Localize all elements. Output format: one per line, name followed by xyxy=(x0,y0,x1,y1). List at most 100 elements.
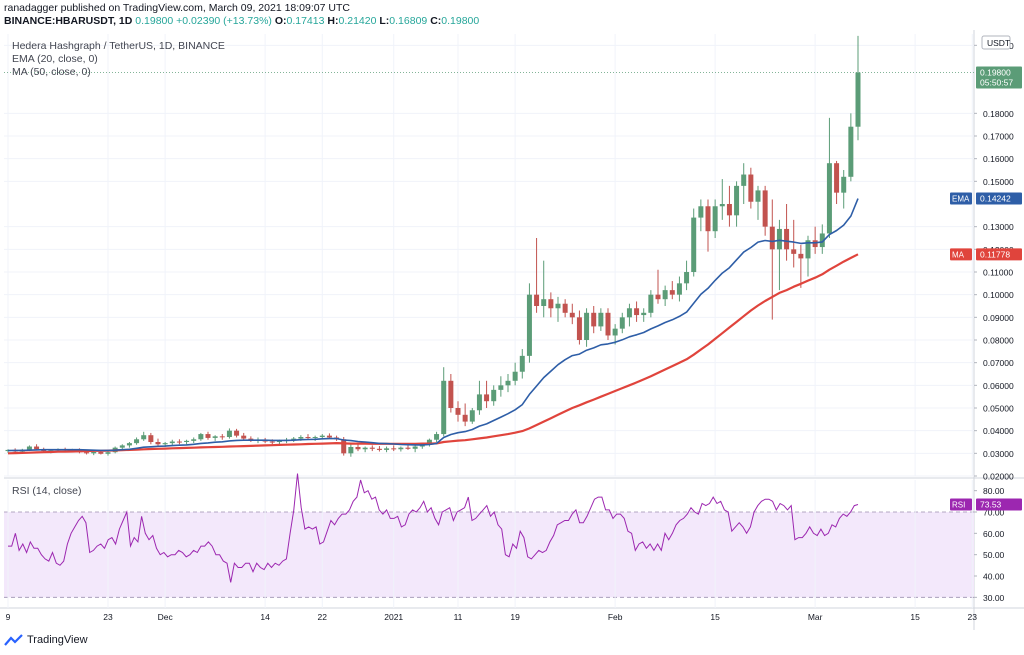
candle-body xyxy=(534,294,540,306)
candle-body xyxy=(462,414,468,422)
candle-body xyxy=(355,446,361,450)
candle-body xyxy=(626,308,632,318)
candle-body xyxy=(805,240,811,259)
candle-body xyxy=(134,439,140,444)
candle-body xyxy=(834,163,840,193)
candle-body xyxy=(269,441,275,443)
candle-body xyxy=(719,204,725,207)
candle-body xyxy=(648,294,654,313)
price-tick-label: 0.15000 xyxy=(983,177,1014,187)
candle-body xyxy=(519,355,525,372)
low-key: L: xyxy=(379,15,390,27)
candle-body xyxy=(84,452,90,454)
open-key: O: xyxy=(274,15,287,27)
close-key: C: xyxy=(430,15,442,27)
rsi-tag-value-bg xyxy=(976,498,1022,511)
candle-body xyxy=(305,437,311,439)
rsi-tag-value: 73.53 xyxy=(980,499,1002,509)
candle-body xyxy=(376,448,382,450)
symbol-label[interactable]: BINANCE:HBARUSDT, 1D xyxy=(4,15,133,27)
candle-body xyxy=(448,380,454,408)
candle-body xyxy=(691,217,697,272)
time-tick-label: 11 xyxy=(454,612,463,622)
candle-body xyxy=(555,303,561,309)
rsi-tick-label: 60.00 xyxy=(983,529,1005,539)
rsi-tick-label: 40.00 xyxy=(983,572,1005,582)
price-tick-label: 0.17000 xyxy=(983,132,1014,142)
price-tick-label: 0.06000 xyxy=(983,381,1014,391)
rsi-tick-label: 80.00 xyxy=(983,486,1005,496)
symbol-ohlc-line: BINANCE:HBARUSDT, 1D 0.19800 +0.02390 (+… xyxy=(4,15,479,27)
candle-body xyxy=(241,435,247,439)
candle-body xyxy=(426,439,432,445)
candle-body xyxy=(605,312,611,336)
candle-body xyxy=(26,446,32,450)
ema-tag-name: EMA xyxy=(952,195,970,204)
legend-ema: EMA (20, close, 0) xyxy=(12,53,98,65)
candle-body xyxy=(205,434,211,438)
candle-body xyxy=(484,394,490,402)
price-chart[interactable]: 0.02000 0.03000 0.04000 0.05000 0.06000 0.070… xyxy=(0,30,1024,630)
candle-body xyxy=(198,434,204,440)
last-price: 0.19800 xyxy=(135,15,174,27)
candle-body xyxy=(762,190,768,227)
candle-body xyxy=(791,249,797,254)
time-tick-label: 15 xyxy=(910,612,920,622)
ema-line xyxy=(7,198,859,452)
time-tick-label: Dec xyxy=(158,612,174,622)
candle-body xyxy=(169,441,175,444)
candle-body xyxy=(498,385,504,390)
ma-tag-name: MA xyxy=(952,250,965,259)
candle-body xyxy=(669,290,675,295)
high-key: H: xyxy=(327,15,339,27)
candle-body xyxy=(526,294,532,356)
candle-body xyxy=(191,439,197,441)
candle-body xyxy=(855,72,861,127)
candle-body xyxy=(619,317,625,329)
time-tick-label: Mar xyxy=(808,612,823,622)
open-value: 0.17413 xyxy=(286,15,325,27)
candle-body xyxy=(91,451,97,454)
candle-body xyxy=(705,206,711,232)
candle-body xyxy=(476,394,482,411)
publish-info: ranadagger published on TradingView.com,… xyxy=(4,2,350,14)
candle-body xyxy=(684,272,690,284)
price-tick-label: 0.11000 xyxy=(983,268,1013,278)
last-price-tag-text: 0.19800 xyxy=(980,68,1011,78)
candle-body xyxy=(176,441,182,443)
candle-body xyxy=(798,253,804,259)
candle-body xyxy=(769,226,775,250)
candle-body xyxy=(491,389,497,402)
candle-body xyxy=(276,440,282,442)
candle-body xyxy=(326,435,332,438)
legend-rsi: RSI (14, close) xyxy=(12,485,82,497)
price-tick-label: 0.04000 xyxy=(983,426,1014,436)
price-tick-label: 0.05000 xyxy=(983,404,1014,414)
candle-body xyxy=(776,228,782,250)
candle-body xyxy=(398,447,404,450)
candle-body xyxy=(812,240,818,248)
candle-body xyxy=(126,443,132,446)
candle-body xyxy=(726,204,732,216)
ma-tag-value: 0.11778 xyxy=(980,249,1010,259)
tradingview-icon xyxy=(4,634,23,646)
candle-body xyxy=(434,434,440,440)
candle-body xyxy=(248,438,254,441)
candle-body xyxy=(548,299,554,309)
rsi-tick-label: 50.00 xyxy=(983,550,1005,560)
change-value: +0.02390 (+13.73%) xyxy=(176,15,272,27)
time-tick-label: 23 xyxy=(968,612,978,622)
time-tick-label: 9 xyxy=(6,612,11,622)
candle-body xyxy=(384,448,390,450)
candle-body xyxy=(784,228,790,250)
candle-body xyxy=(105,452,111,454)
rsi-tick-label: 70.00 xyxy=(983,508,1005,518)
ema-tag-name-bg xyxy=(950,192,972,205)
price-tick-label: 0.18000 xyxy=(983,109,1014,119)
time-tick-label: 14 xyxy=(260,612,270,622)
candle-body xyxy=(841,176,847,193)
price-tick-label: 0.13000 xyxy=(983,222,1014,232)
candle-body xyxy=(576,317,582,340)
price-tick-label: 0.02000 xyxy=(983,472,1014,482)
currency-label: USDT xyxy=(987,38,1010,48)
